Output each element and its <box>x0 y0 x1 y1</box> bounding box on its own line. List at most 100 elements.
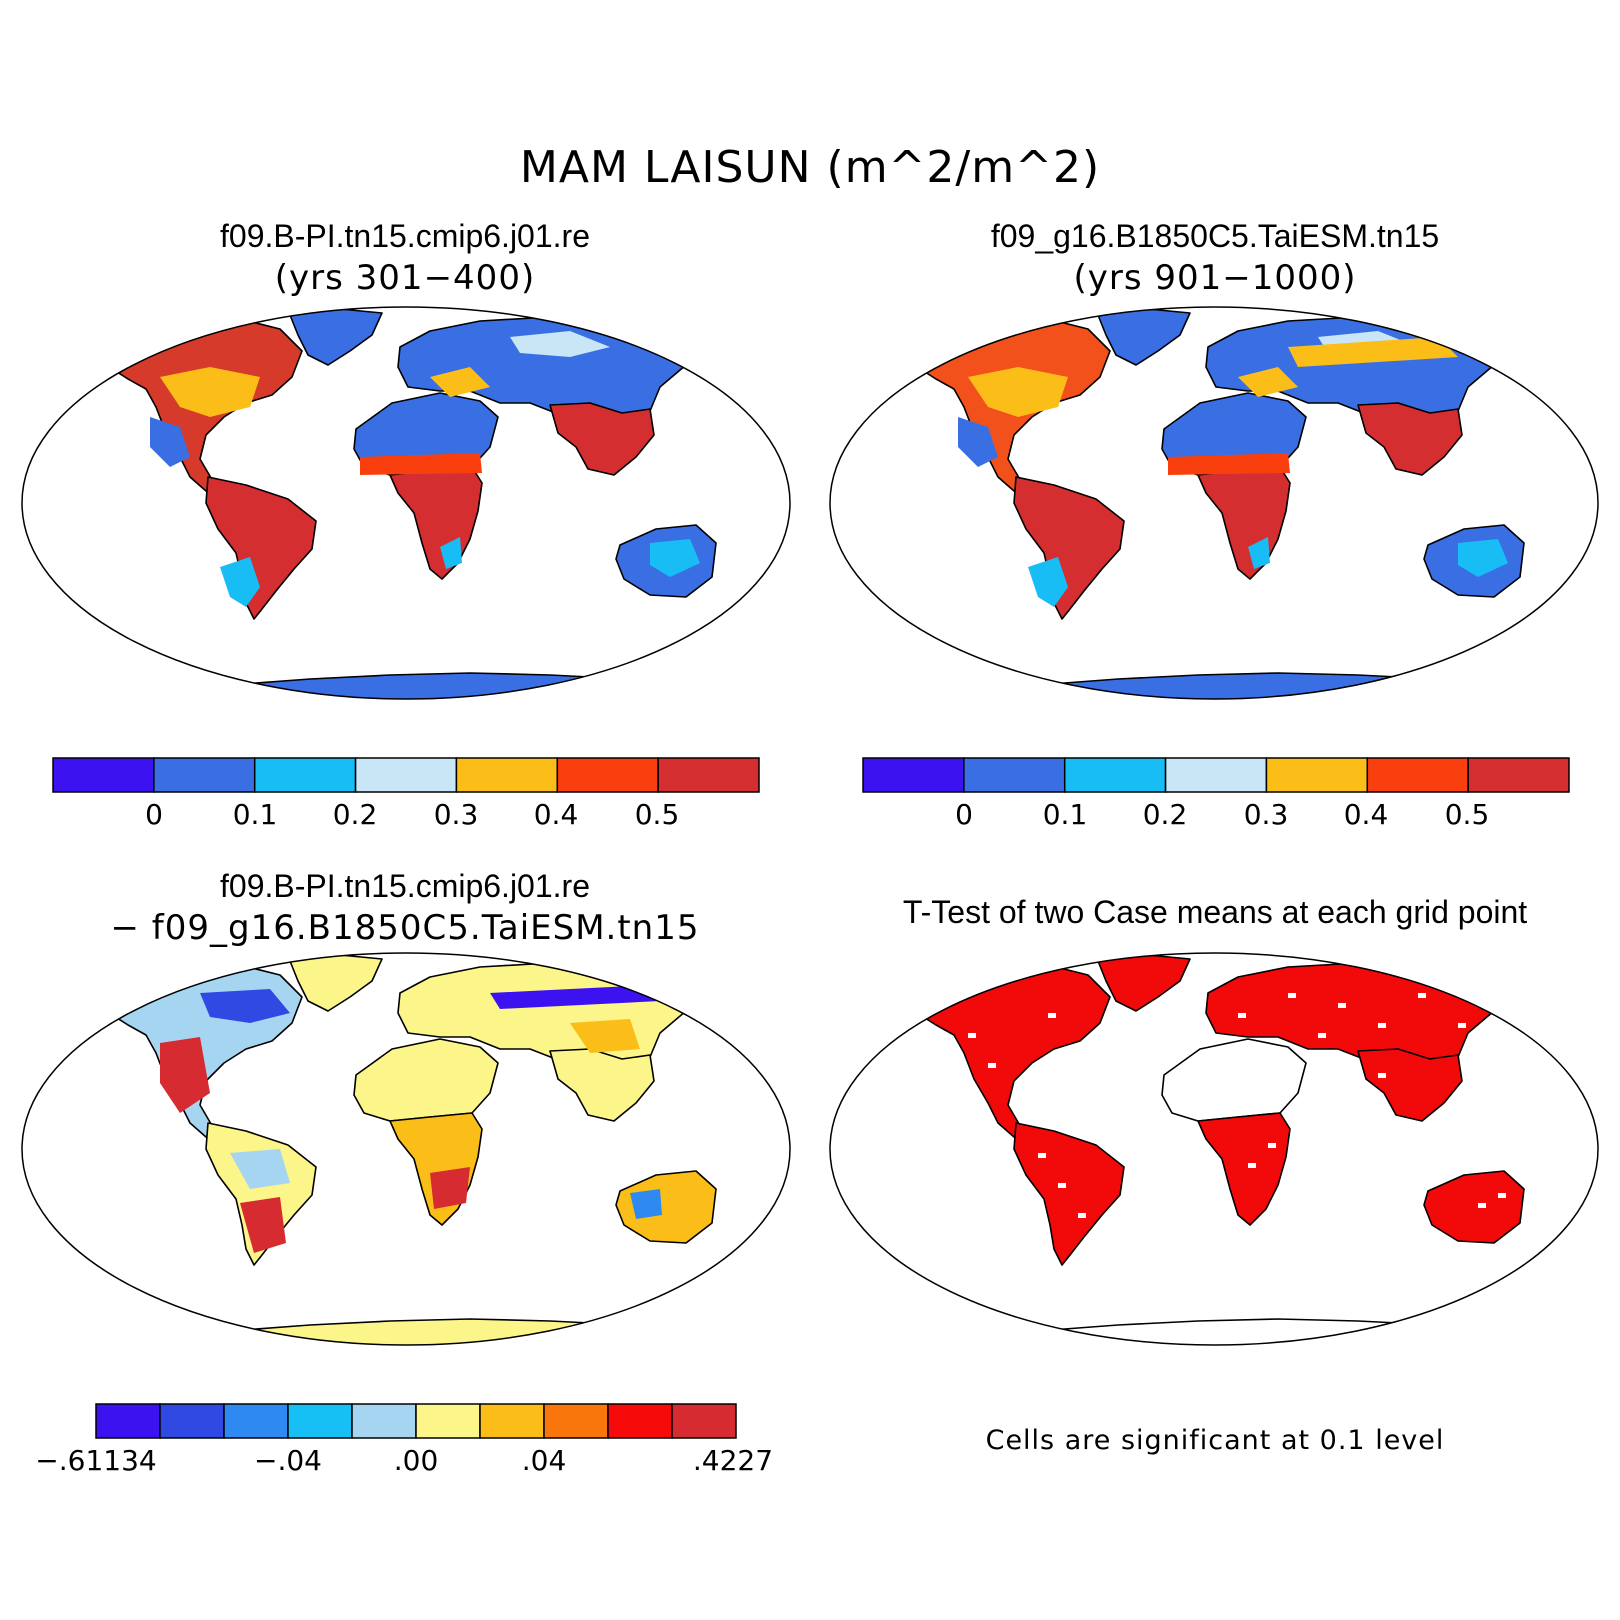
field-patch <box>630 1189 662 1219</box>
colorbar-label: .04 <box>521 1444 567 1477</box>
land-greenland <box>289 954 383 1012</box>
significance-note: Cells are significant at 0.1 level <box>985 1425 1445 1456</box>
colorbar-label: 0.3 <box>1243 798 1289 831</box>
colorbar-swatch <box>153 757 256 793</box>
non-significant-cell <box>1498 1193 1506 1198</box>
colorbar-label: 0 <box>955 798 973 831</box>
non-significant-cell <box>1058 1183 1066 1188</box>
field-patch <box>160 1037 210 1113</box>
colorbar-swatch <box>479 1403 545 1439</box>
colorbar-label: 0 <box>145 798 163 831</box>
colorbar-label: −.61134 <box>35 1444 157 1477</box>
panel3-title: f09.B-PI.tn15.cmip6.j01.re <box>220 868 590 904</box>
colorbar-swatch <box>556 757 659 793</box>
land-south-america <box>1013 1122 1125 1266</box>
field-patch <box>430 367 490 397</box>
land-greenland <box>1097 954 1191 1012</box>
colorbar-label: 0.4 <box>533 798 579 831</box>
colorbar-swatch <box>607 1403 673 1439</box>
land-australia <box>1423 1170 1525 1244</box>
land-asia-south <box>1357 1048 1463 1122</box>
map-boundary <box>21 306 791 700</box>
colorbar-swatch <box>862 757 965 793</box>
colorbar-swatch <box>287 1403 353 1439</box>
non-significant-cell <box>1078 1063 1086 1068</box>
colorbar-swatch <box>657 757 760 793</box>
colorbar-swatch <box>963 757 1066 793</box>
colorbar-swatch <box>223 1403 289 1439</box>
colorbar-label: .4227 <box>692 1444 774 1477</box>
colorbar-label: 0.4 <box>1343 798 1389 831</box>
field-patch <box>200 989 290 1023</box>
panel2-title: f09_g16.B1850C5.TaiESM.tn15 <box>990 218 1440 254</box>
map-boundary <box>829 952 1599 1346</box>
land-south-america <box>205 476 317 620</box>
panel1-subtitle: (yrs 301−400) <box>274 258 536 298</box>
non-significant-cell <box>1268 1143 1276 1148</box>
land-africa-north <box>1161 1038 1307 1122</box>
field-patch <box>1238 367 1298 397</box>
land-antarctica <box>159 672 671 699</box>
field-patch <box>220 557 260 607</box>
non-significant-cell <box>968 1033 976 1038</box>
colorbar-swatch <box>455 757 559 793</box>
map-panel-2 <box>829 306 1599 700</box>
land-antarctica <box>967 1318 1479 1345</box>
non-significant-cell <box>1338 1003 1346 1008</box>
colorbar-panel-1 <box>52 757 760 793</box>
field-patch <box>958 417 998 467</box>
non-significant-cell <box>1288 993 1296 998</box>
colorbar-swatch <box>351 1403 417 1439</box>
colorbar-swatch <box>1366 757 1469 793</box>
map-panel-1 <box>21 306 791 700</box>
land-south-america <box>1013 476 1125 620</box>
field-patch <box>570 1019 640 1053</box>
non-significant-cell <box>1038 1153 1046 1158</box>
land-australia <box>615 1170 717 1244</box>
field-patch <box>240 1197 286 1253</box>
non-significant-cell <box>1078 1213 1086 1218</box>
figure-title: MAM LAISUN (m^2/m^2) <box>519 142 1101 193</box>
non-significant-cell <box>1318 1033 1326 1038</box>
field-patch <box>650 539 700 577</box>
colorbar-swatch <box>95 1403 161 1439</box>
colorbar-swatch <box>671 1403 737 1439</box>
non-significant-cell <box>1048 1013 1056 1018</box>
panel4-title: T-Test of two Case means at each grid po… <box>902 894 1528 930</box>
colorbar-swatch <box>253 757 357 793</box>
colorbar-swatch <box>159 1403 225 1439</box>
map-panel-4 <box>829 952 1599 1346</box>
panel1-title: f09.B-PI.tn15.cmip6.j01.re <box>220 218 590 254</box>
non-significant-cell <box>1478 1203 1486 1208</box>
land-antarctica <box>159 1318 671 1345</box>
land-greenland <box>289 308 383 366</box>
field-patch <box>968 367 1068 417</box>
field-patch <box>150 417 190 467</box>
land-africa-north <box>353 1038 499 1122</box>
colorbar-swatch <box>1164 757 1268 793</box>
colorbar-label: −.04 <box>254 1444 322 1477</box>
field-patch <box>1248 537 1270 569</box>
colorbar-label: 0.5 <box>634 798 680 831</box>
field-patch <box>440 537 462 569</box>
map-boundary <box>21 952 791 1346</box>
map-boundary <box>829 306 1599 700</box>
field-patch <box>1168 453 1290 475</box>
field-patch <box>160 367 260 417</box>
land-asia-south <box>1357 402 1463 476</box>
non-significant-cell <box>1238 1013 1246 1018</box>
colorbar-swatch <box>415 1403 481 1439</box>
non-significant-cell <box>1458 1023 1466 1028</box>
colorbar-label: .00 <box>393 1444 439 1477</box>
colorbar-swatch <box>52 757 155 793</box>
colorbar-swatch <box>1265 757 1369 793</box>
land-asia-south <box>549 402 655 476</box>
colorbar-swatch <box>1467 757 1570 793</box>
non-significant-cell <box>1418 993 1426 998</box>
non-significant-cell <box>1248 1163 1256 1168</box>
non-significant-cell <box>1378 1073 1386 1078</box>
colorbar-label: 0.1 <box>1042 798 1088 831</box>
field-patch <box>1288 337 1458 367</box>
colorbar-label: 0.1 <box>232 798 278 831</box>
land-asia-south <box>549 1048 655 1122</box>
